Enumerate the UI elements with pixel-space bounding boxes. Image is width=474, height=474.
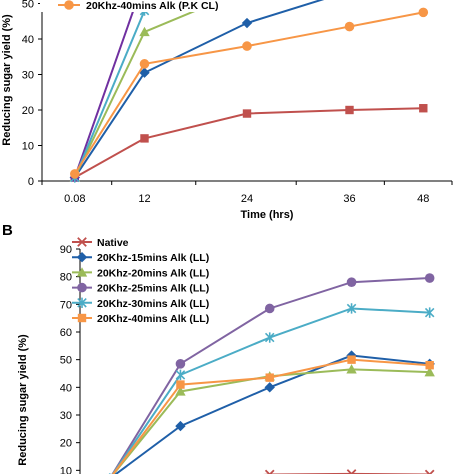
data-point	[264, 469, 275, 474]
x-axis-title: Time (hrs)	[241, 209, 294, 221]
data-point	[176, 380, 185, 389]
data-point	[347, 355, 356, 364]
data-point	[242, 41, 252, 51]
data-point	[424, 469, 435, 474]
legend-marker	[77, 297, 87, 308]
data-point	[70, 169, 80, 179]
x-tick-label: 12	[138, 193, 150, 205]
series-line	[73, 11, 424, 175]
legend-label: 20Khz-40mins Alk (LL)	[97, 313, 209, 325]
chart-a: 0 10 20 30 40 50 0.08 12 24 36 48 Time (hrs) Reducin…	[1, 0, 453, 221]
data-point	[425, 361, 434, 370]
data-point	[424, 307, 435, 318]
data-point	[424, 366, 435, 377]
legend-label: 20Khz-20mins Alk (LL)	[97, 267, 209, 279]
data-point	[175, 369, 186, 381]
y-tick-label: 50	[60, 355, 72, 367]
x-tick-label: 0.08	[64, 193, 85, 205]
series-line	[73, 0, 224, 178]
legend-label: 20Khz-40mins Alk (P.K CL)	[86, 0, 218, 12]
data-point	[139, 67, 150, 78]
data-point	[419, 104, 428, 113]
data-point	[264, 382, 275, 393]
y-tick-label: 90	[60, 244, 72, 256]
legend-marker	[76, 252, 88, 263]
data-point	[424, 273, 435, 283]
legend-marker	[77, 237, 87, 247]
data-point	[346, 364, 357, 374]
y-tick-label: 60	[60, 327, 72, 339]
legend-label: Native	[97, 237, 129, 249]
series-line	[73, 0, 190, 178]
y-tick-label: 30	[22, 70, 34, 82]
series-6	[111, 355, 434, 474]
legend-marker	[77, 313, 87, 323]
y-tick-label: 20	[60, 438, 72, 450]
y-tick-label: 70	[60, 299, 72, 311]
y-tick-label: 50	[22, 0, 34, 11]
data-point	[139, 59, 150, 69]
legend-marker	[64, 0, 74, 10]
series-6	[70, 7, 429, 179]
series-1	[263, 469, 435, 474]
series-5	[105, 303, 435, 474]
data-point	[140, 134, 149, 143]
data-point	[139, 26, 150, 37]
data-point	[242, 109, 252, 118]
data-point	[418, 7, 429, 18]
data-point	[175, 420, 186, 432]
y-tick-label: 40	[60, 382, 72, 394]
data-point	[264, 303, 275, 314]
series-4	[108, 273, 435, 474]
series-2	[69, 0, 325, 183]
series-line	[74, 107, 424, 179]
legend-marker	[77, 282, 87, 293]
data-point	[175, 359, 186, 369]
series-1	[70, 104, 428, 182]
data-point	[241, 17, 253, 29]
data-point	[345, 105, 354, 115]
y-tick-label: 10	[60, 465, 72, 474]
legend-a: 20Khz-40mins Alk (P.K CL)	[40, 0, 245, 12]
legend-label: 20Khz-15mins Alk (LL)	[97, 252, 209, 264]
x-tick-label: 48	[417, 193, 429, 205]
data-point	[346, 303, 357, 314]
data-point	[264, 332, 275, 343]
x-tick-label: 36	[343, 193, 355, 205]
y-tick-label: 0	[28, 176, 34, 188]
y-tick-label: 20	[22, 105, 34, 117]
y-tick-label: 10	[22, 141, 34, 153]
panel-label: B	[2, 222, 13, 239]
y-axis-title: Reducing sugar yield (%)	[17, 334, 29, 466]
y-tick-label: 80	[60, 272, 72, 284]
data-point	[265, 373, 274, 382]
y-axis-title: Reducing sugar yield (%)	[1, 14, 13, 146]
y-tick-label: 40	[22, 34, 34, 46]
data-point	[175, 386, 186, 396]
legend-marker	[76, 267, 88, 277]
data-point	[344, 21, 355, 32]
data-point	[346, 277, 357, 288]
chart-b: 10 20 30 40 50 60 70 80 90 Reducing sugar yield (…	[2, 222, 435, 474]
legend-label: 20Khz-30mins Alk (LL)	[97, 298, 209, 310]
y-tick-label: 30	[60, 410, 72, 422]
legend-label: 20Khz-25mins Alk (LL)	[97, 283, 209, 295]
legend-b: Native 20Khz-15mins Alk (LL) 20Khz-20mins …	[72, 237, 209, 325]
series-line	[73, 0, 139, 178]
x-tick-label: 24	[241, 193, 253, 205]
legend-box	[40, 0, 245, 12]
